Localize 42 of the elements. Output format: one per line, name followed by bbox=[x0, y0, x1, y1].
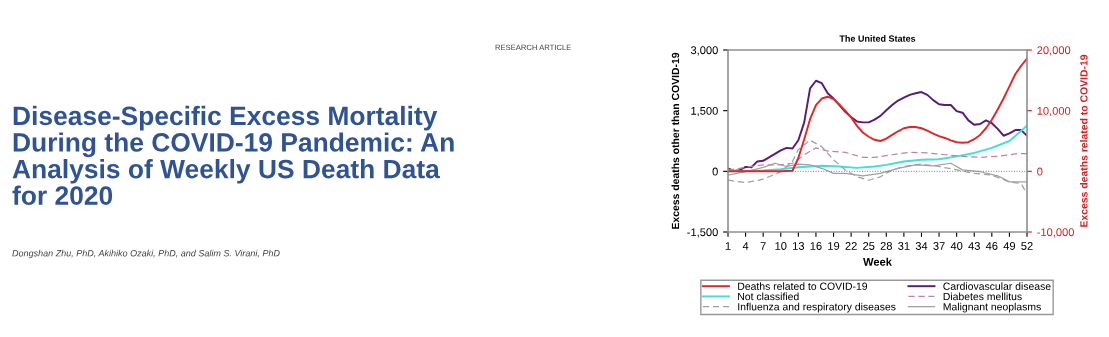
legend-label: Deaths related to COVID-19 bbox=[738, 282, 868, 290]
x-tick-label: 52 bbox=[1021, 242, 1033, 250]
legend-label: Not classified bbox=[738, 292, 799, 301]
x-tick-label: 7 bbox=[760, 242, 766, 250]
x-tick-label: 34 bbox=[915, 242, 928, 250]
line-series bbox=[728, 139, 1027, 195]
x-tick-label: 19 bbox=[828, 242, 840, 250]
y2-tick-label: 20,000 bbox=[1037, 46, 1071, 56]
x-tick-label: 28 bbox=[880, 242, 892, 250]
legend-label: Diabetes mellitus bbox=[943, 292, 1022, 301]
y-tick-label: 0 bbox=[712, 167, 718, 176]
y2-tick-label: 0 bbox=[1037, 167, 1043, 176]
y-tick-label: 3,000 bbox=[690, 46, 718, 56]
x-tick-label: 22 bbox=[845, 242, 857, 250]
y-tick-label: 1,500 bbox=[691, 106, 718, 117]
line-series bbox=[728, 57, 1027, 173]
x-tick-label: 1 bbox=[725, 242, 731, 250]
line-series bbox=[728, 147, 1027, 171]
legend-label: Malignant neoplasms bbox=[943, 302, 1041, 313]
y2-axis-title: Excess deaths related to COVID-19 bbox=[1079, 54, 1088, 227]
x-tick-label: 37 bbox=[933, 242, 945, 250]
x-tick-label: 31 bbox=[898, 242, 910, 250]
y2-tick-label: 10,000 bbox=[1037, 106, 1071, 117]
text: Disease-Specific Excess Mortality During the COVID-19 Pandemic: An Analysis of Weekly US Death Data for 2020 bbox=[12, 105, 454, 205]
x-tick-label: 40 bbox=[950, 242, 963, 250]
text: Dongshan Zhu, PhD, Akihiko Ozaki, PhD, and Salim S. Virani, PhD bbox=[12, 249, 280, 259]
legend-label: Cardiovascular disease bbox=[943, 282, 1051, 290]
x-tick-label: 49 bbox=[1003, 242, 1016, 250]
y2-tick-label: -10,000 bbox=[1037, 228, 1074, 238]
x-tick-label: 46 bbox=[985, 242, 998, 250]
x-tick-label: 10 bbox=[775, 242, 787, 250]
x-tick-label: 16 bbox=[810, 242, 822, 250]
y-tick-label: -1,500 bbox=[687, 228, 718, 238]
line-series bbox=[728, 79, 1027, 172]
x-axis-title: Week bbox=[863, 257, 892, 266]
x-tick-label: 4 bbox=[742, 242, 749, 250]
legend-label: Influenza and respiratory diseases bbox=[738, 302, 896, 313]
x-tick-label: 13 bbox=[793, 242, 805, 250]
chart-title: The United States bbox=[839, 35, 916, 42]
y-axis-title: Excess deaths other than COVID-19 bbox=[671, 52, 680, 229]
x-tick-label: 43 bbox=[968, 242, 980, 250]
x-tick-label: 25 bbox=[863, 242, 875, 250]
